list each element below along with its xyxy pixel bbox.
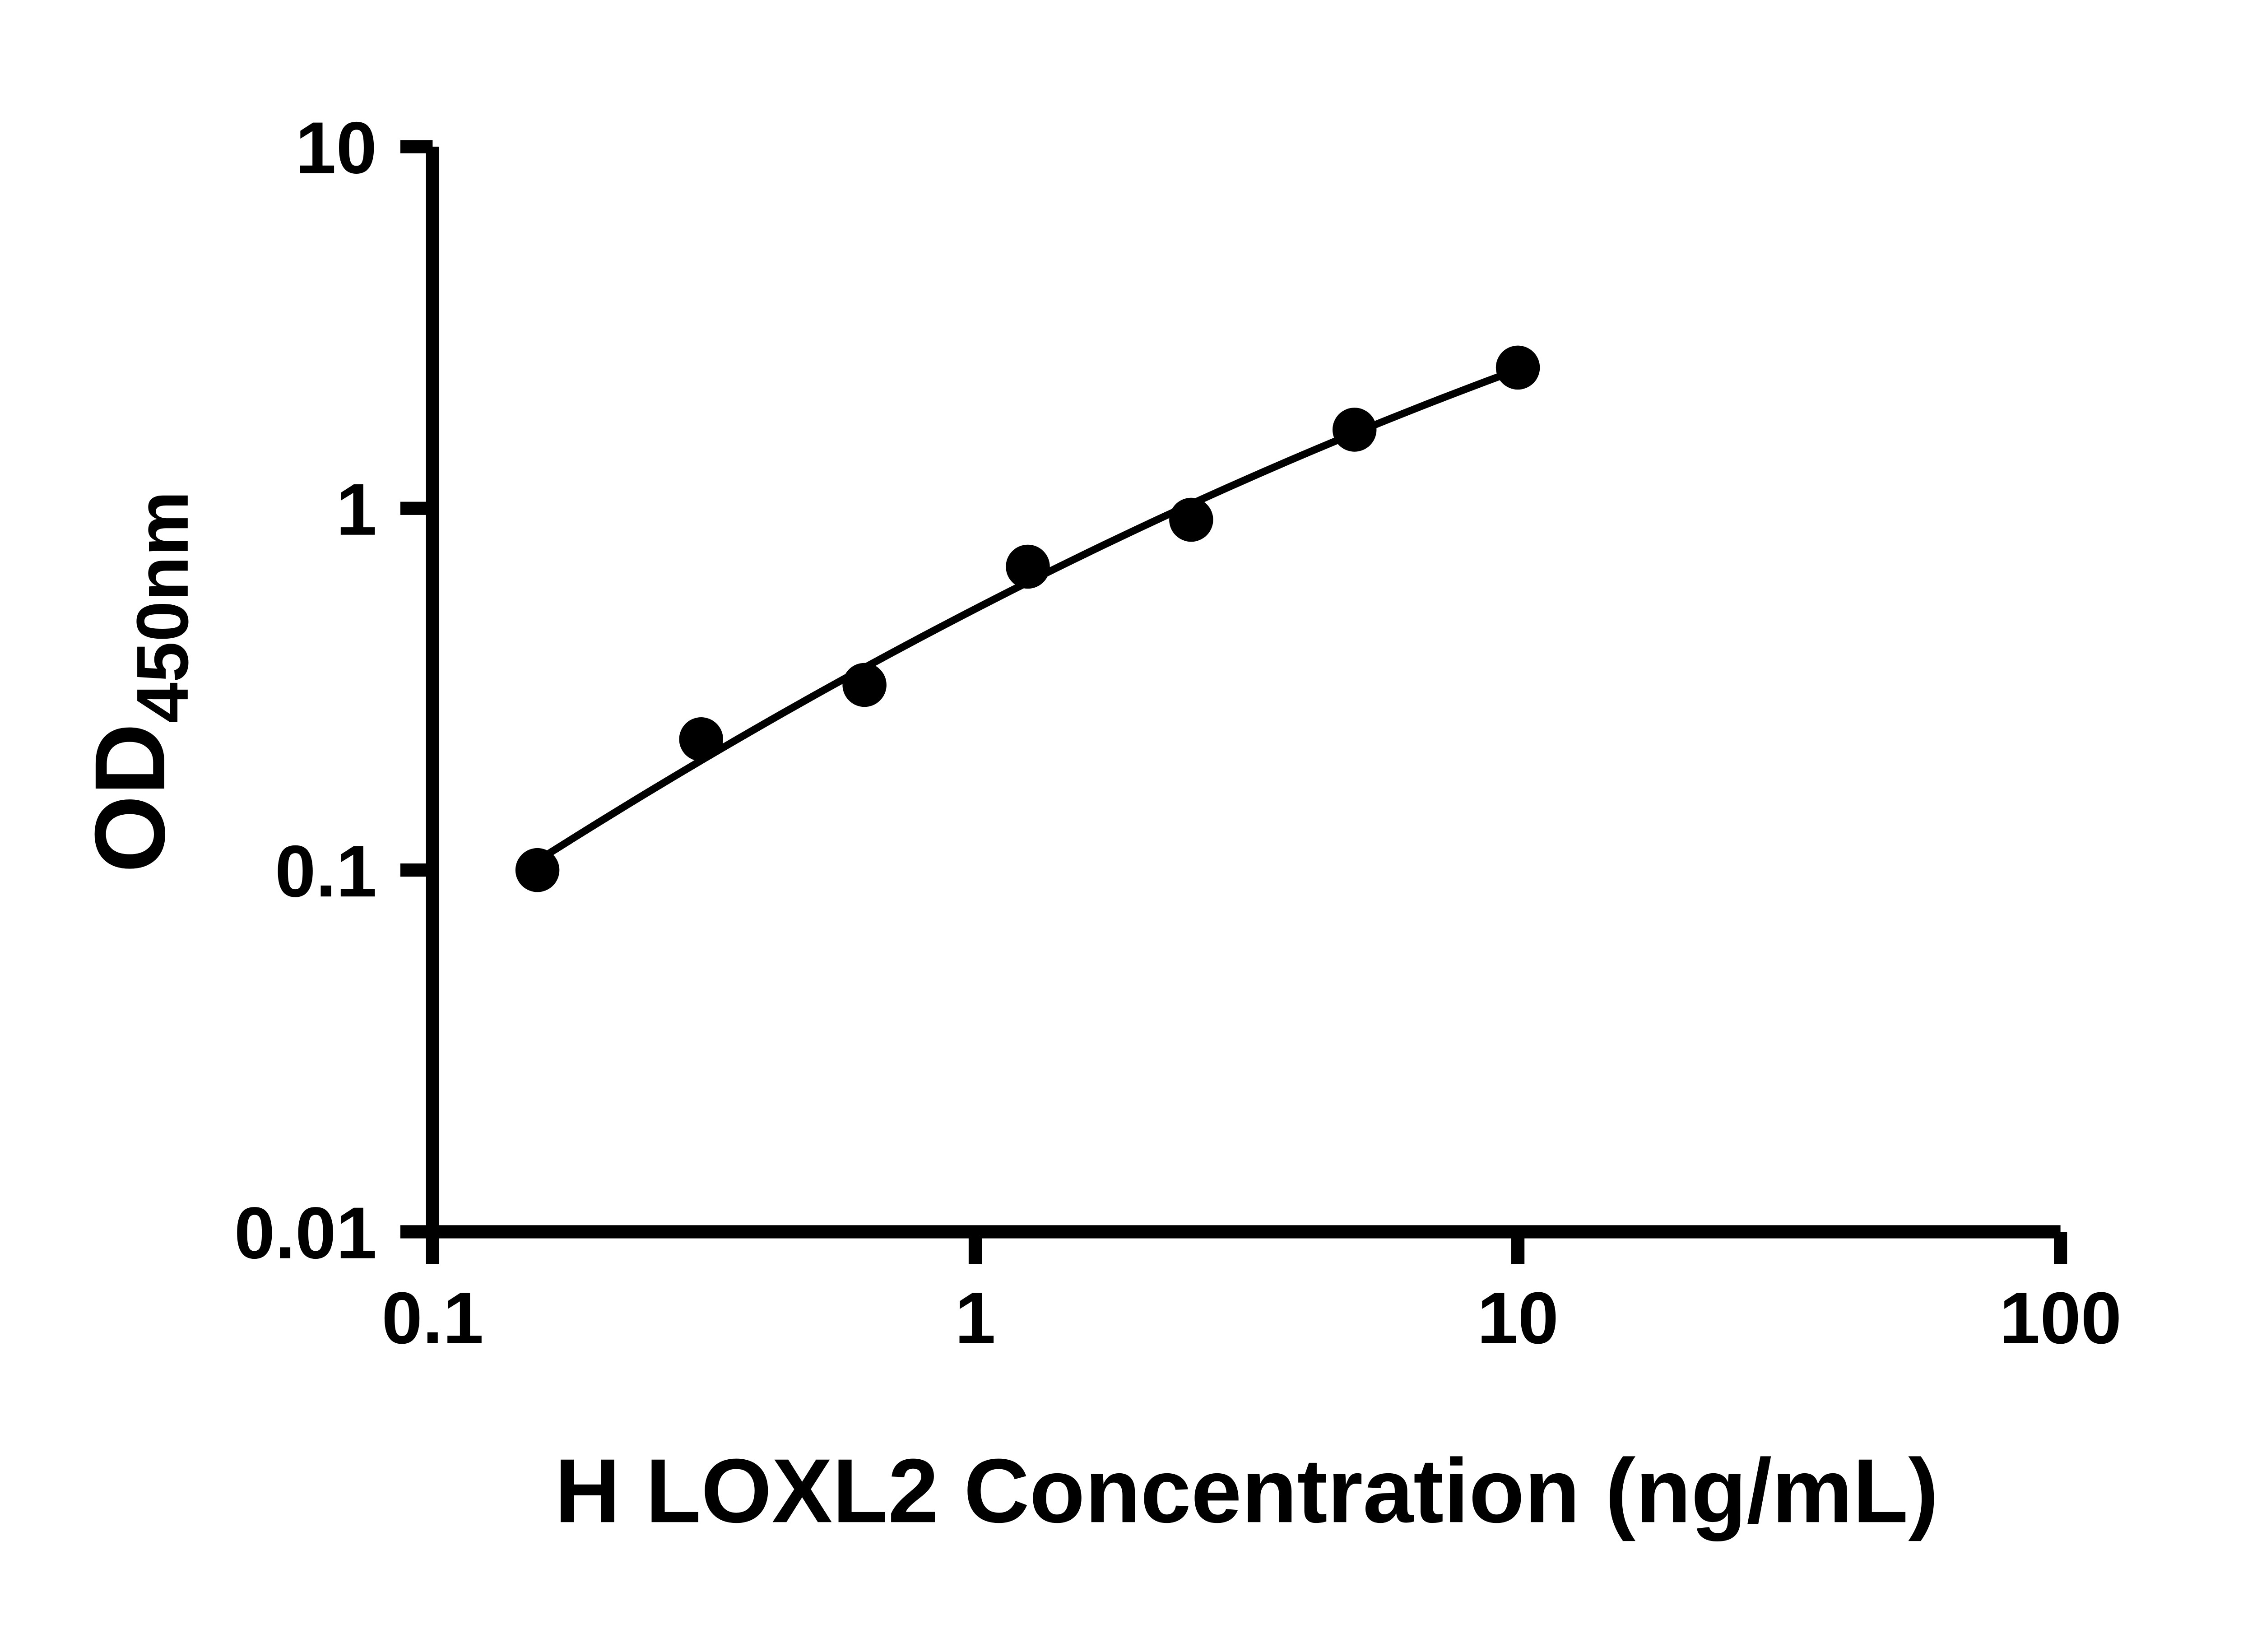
x-tick-label: 100 — [1999, 1277, 2122, 1359]
data-point — [1495, 345, 1540, 390]
x-tick-label: 0.1 — [382, 1277, 484, 1359]
x-axis-title: H LOXL2 Concentration (ng/mL) — [555, 1440, 1939, 1541]
y-tick-label: 1 — [336, 469, 377, 551]
data-point — [1006, 544, 1050, 589]
data-point — [1332, 408, 1377, 452]
points-layer — [515, 345, 1540, 892]
data-point — [515, 848, 560, 892]
y-axis-title-main: OD — [74, 723, 186, 872]
axis-lines — [426, 146, 2061, 1239]
y-tick-label: 10 — [295, 107, 377, 189]
x-tick-label: 10 — [1477, 1277, 1559, 1359]
data-point — [842, 663, 887, 707]
figure: 0.01 0.1 1 10 0.1 1 10 100 H LOXL2 Concentratio… — [74, 107, 2122, 1542]
x-tick-label: 1 — [955, 1277, 995, 1359]
y-axis-title-subscript: 450nm — [122, 491, 204, 724]
y-tick-label: 0.01 — [234, 1193, 377, 1274]
data-point — [679, 717, 723, 761]
y-tick-label: 0.1 — [275, 831, 377, 912]
y-axis-title: OD450nm — [74, 491, 204, 873]
data-point — [1169, 497, 1213, 542]
